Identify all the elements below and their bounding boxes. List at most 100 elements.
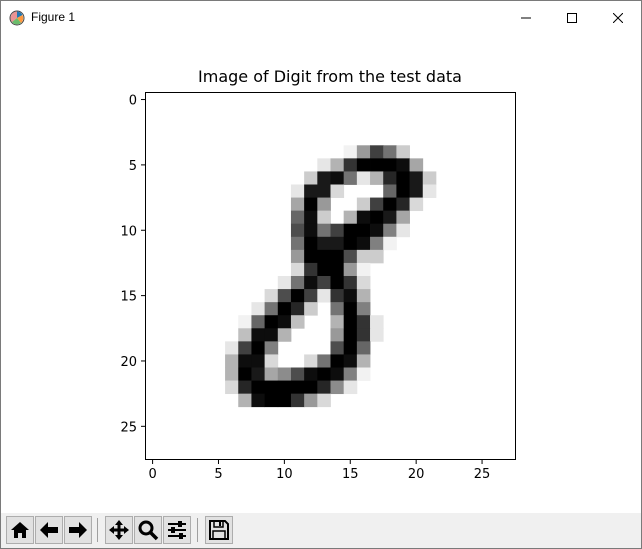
pixel-cell <box>317 223 331 238</box>
pixel-cell <box>370 223 384 238</box>
pixel-cell <box>330 236 345 251</box>
back-button[interactable] <box>35 516 63 544</box>
pixel-cell <box>343 158 358 172</box>
pixel-cell <box>317 210 331 225</box>
y-tick-label: 10 <box>120 224 137 239</box>
pixel-cell <box>317 262 331 277</box>
pixel-cell <box>277 393 292 408</box>
pixel-cell <box>304 262 318 277</box>
close-icon <box>613 13 623 23</box>
pixel-cell <box>383 171 397 185</box>
pixel-cell <box>396 210 410 225</box>
x-tick-label: 0 <box>148 467 156 482</box>
pixel-cell <box>343 289 358 303</box>
home-button[interactable] <box>6 516 34 544</box>
close-button[interactable] <box>595 1 641 35</box>
pixel-cell <box>396 145 410 159</box>
pixel-cell <box>343 315 358 329</box>
pixel-cell <box>290 262 305 277</box>
pixel-cell <box>343 262 358 277</box>
save-button[interactable] <box>205 516 233 544</box>
pixel-cell <box>317 236 331 251</box>
floppy-disk-icon <box>208 519 230 541</box>
zoom-button[interactable] <box>134 516 162 544</box>
pixel-cell <box>343 223 358 238</box>
pixel-cell <box>317 289 331 303</box>
maximize-button[interactable] <box>549 1 595 35</box>
pixel-cell <box>290 236 305 251</box>
pixel-cell <box>356 210 371 225</box>
pixel-cell <box>304 223 318 238</box>
minimize-icon <box>521 13 531 23</box>
axes-frame <box>145 92 516 460</box>
pixel-cell <box>356 236 371 251</box>
y-tick-label: 25 <box>120 420 137 435</box>
pixel-cell <box>330 289 345 303</box>
pixel-cell <box>290 210 305 225</box>
pixel-cell <box>356 171 371 185</box>
maximize-icon <box>567 13 577 23</box>
minimize-button[interactable] <box>503 1 549 35</box>
pixel-cell <box>304 354 318 368</box>
pixel-cell <box>290 223 305 238</box>
pixel-cell <box>290 380 305 395</box>
toolbar-separator <box>97 518 98 542</box>
pixel-cell <box>330 380 345 395</box>
pixel-cell <box>251 328 266 342</box>
pixel-cell <box>330 184 345 198</box>
chart-title: Image of Digit from the test data <box>198 67 462 86</box>
pixel-cell <box>422 171 437 185</box>
forward-button[interactable] <box>64 516 92 544</box>
pixel-cell <box>409 171 424 185</box>
pixel-cell <box>383 223 397 238</box>
pixel-cell <box>264 315 279 329</box>
pixel-cell <box>317 380 331 395</box>
pixel-cell <box>343 354 358 368</box>
arrow-left-icon <box>38 519 60 541</box>
navigation-toolbar <box>1 513 641 548</box>
pixel-cell <box>238 393 252 408</box>
pixel-cell <box>238 367 252 381</box>
figure-canvas[interactable]: Image of Digit from the test data 0 5 10 15… <box>1 35 641 513</box>
pixel-cell <box>383 158 397 172</box>
pixel-cell <box>343 236 358 251</box>
y-tick-label: 5 <box>129 159 137 174</box>
title-bar[interactable]: Figure 1 <box>1 1 641 35</box>
configure-subplots-button[interactable] <box>163 516 191 544</box>
pixel-cell <box>383 184 397 198</box>
pixel-cell <box>264 289 279 303</box>
pixel-cell <box>277 380 292 395</box>
pixel-cell <box>330 315 345 329</box>
pixel-layer <box>225 145 437 408</box>
x-tick-label: 5 <box>214 467 222 482</box>
pixel-cell <box>396 197 410 212</box>
pixel-cell <box>290 302 305 316</box>
pixel-cell <box>264 367 279 381</box>
pixel-cell <box>317 249 331 264</box>
pixel-cell <box>277 302 292 316</box>
pixel-cell <box>422 184 437 198</box>
pixel-cell <box>330 367 345 381</box>
pixel-cell <box>409 184 424 198</box>
pixel-cell <box>238 328 252 342</box>
pixel-cell <box>396 158 410 172</box>
pixel-cell <box>277 289 292 303</box>
pixel-cell <box>264 302 279 316</box>
pixel-cell <box>330 328 345 342</box>
pixel-cell <box>356 315 371 329</box>
pixel-cell <box>304 184 318 198</box>
pan-button[interactable] <box>105 516 133 544</box>
pixel-cell <box>343 249 358 264</box>
pixel-cell <box>251 341 266 355</box>
tick-layer: 0 5 10 15 20 25 0 5 10 15 20 25 <box>120 94 490 482</box>
pixel-cell <box>317 171 331 185</box>
toolbar-separator <box>197 518 198 542</box>
y-tick-label: 0 <box>129 94 137 109</box>
home-icon <box>9 519 31 541</box>
pixel-cell <box>238 341 252 355</box>
pixel-cell <box>356 302 371 316</box>
pixel-cell <box>370 145 384 159</box>
pixel-cell <box>238 354 252 368</box>
pixel-cell <box>304 380 318 395</box>
pixel-cell <box>304 171 318 185</box>
